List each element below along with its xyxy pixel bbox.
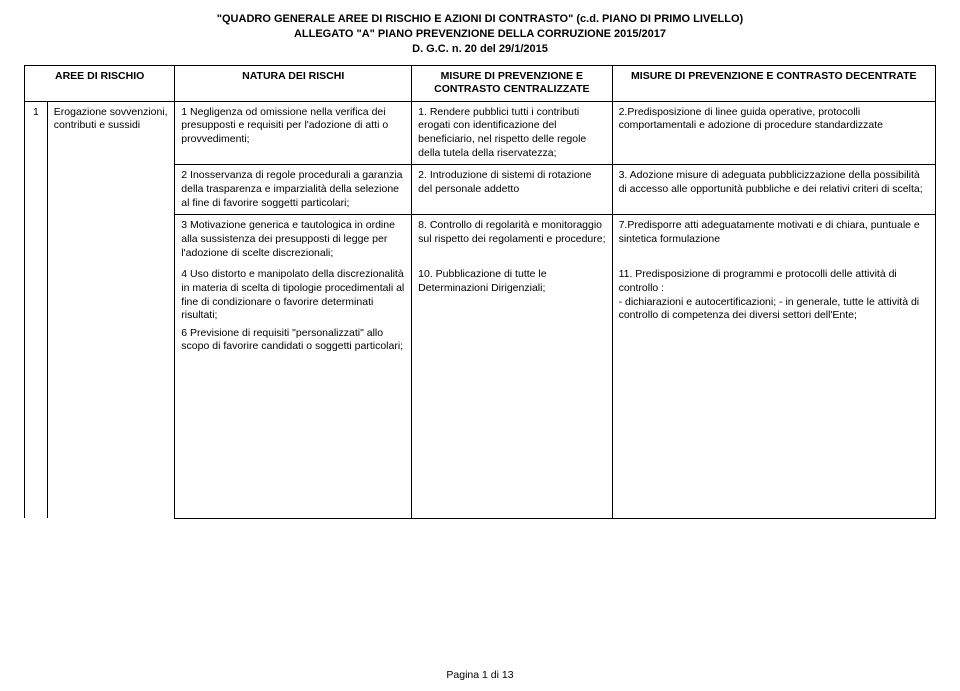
document-header: "QUADRO GENERALE AREE DI RISCHIO E AZION… xyxy=(24,12,936,57)
row-area: Erogazione sovvenzioni, contributi e sus… xyxy=(47,101,175,518)
cent-cell: 2. Introduzione di sistemi di rotazione … xyxy=(412,165,612,215)
cent-cell: 1. Rendere pubblici tutti i contributi e… xyxy=(412,101,612,165)
col-natura: NATURA DEI RISCHI xyxy=(175,65,412,101)
header-line-1: "QUADRO GENERALE AREE DI RISCHIO E AZION… xyxy=(24,12,936,27)
blank-cell xyxy=(612,358,935,518)
col-area: AREE DI RISCHIO xyxy=(25,65,175,101)
table-row: 1 Erogazione sovvenzioni, contributi e s… xyxy=(25,101,936,165)
blank-cell xyxy=(175,358,412,518)
page-footer: Pagina 1 di 13 xyxy=(0,669,960,681)
table-header-row: AREE DI RISCHIO NATURA DEI RISCHI MISURE… xyxy=(25,65,936,101)
row-number: 1 xyxy=(25,101,48,518)
col-decentrate: MISURE DI PREVENZIONE E CONTRASTO DECENT… xyxy=(612,65,935,101)
natura-text-4: 4 Uso distorto e manipolato della discre… xyxy=(181,268,405,323)
dec-cell: 7.Predisporre atti adeguatamente motivat… xyxy=(612,215,935,264)
natura-text-6: 6 Previsione di requisiti "personalizzat… xyxy=(181,327,405,354)
dec-cell: 2.Predisposizione di linee guida operati… xyxy=(612,101,935,165)
natura-cell: 3 Motivazione generica e tautologica in … xyxy=(175,215,412,264)
blank-cell xyxy=(412,358,612,518)
header-line-3: D. G.C. n. 20 del 29/1/2015 xyxy=(24,42,936,57)
dec-cell: 3. Adozione misure di adeguata pubbliciz… xyxy=(612,165,935,215)
risk-table: AREE DI RISCHIO NATURA DEI RISCHI MISURE… xyxy=(24,65,936,519)
natura-cell: 4 Uso distorto e manipolato della discre… xyxy=(175,264,412,358)
natura-cell: 2 Inosservanza di regole procedurali a g… xyxy=(175,165,412,215)
header-line-2: ALLEGATO "A" PIANO PREVENZIONE DELLA COR… xyxy=(24,27,936,42)
cent-cell: 10. Pubblicazione di tutte le Determinaz… xyxy=(412,264,612,358)
dec-cell: 11. Predisposizione di programmi e proto… xyxy=(612,264,935,358)
natura-cell: 1 Negligenza od omissione nella verifica… xyxy=(175,101,412,165)
col-centralizzate: MISURE DI PREVENZIONE E CONTRASTO CENTRA… xyxy=(412,65,612,101)
cent-cell: 8. Controllo di regolarità e monitoraggi… xyxy=(412,215,612,264)
